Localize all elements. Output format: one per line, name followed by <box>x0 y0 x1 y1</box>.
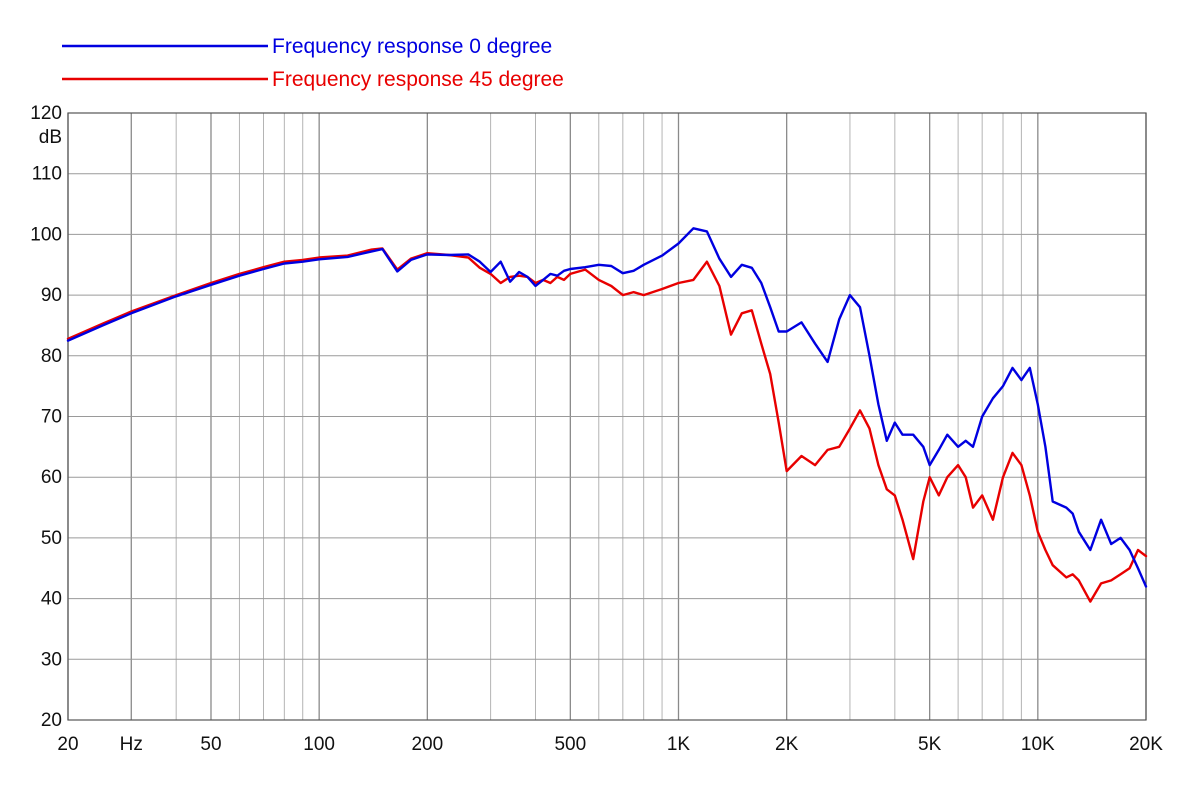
y-tick-label: 100 <box>30 224 62 245</box>
y-tick-label: 30 <box>41 649 62 670</box>
x-tick-label: 200 <box>411 734 443 755</box>
y-tick-label: 40 <box>41 589 62 610</box>
x-tick-label: 1K <box>667 734 691 755</box>
x-tick-label: 2K <box>775 734 799 755</box>
y-axis-unit-label: dB <box>39 127 62 148</box>
x-tick-label: 50 <box>200 734 221 755</box>
x-tick-label: 100 <box>303 734 335 755</box>
y-tick-label: 120 <box>30 103 62 124</box>
y-tick-label: 90 <box>41 285 62 306</box>
legend-label: Frequency response 0 degree <box>272 35 552 58</box>
series-lines <box>66 227 1148 603</box>
x-tick-label: 5K <box>918 734 942 755</box>
y-tick-label: 80 <box>41 346 62 367</box>
legend-label: Frequency response 45 degree <box>272 68 564 91</box>
x-tick-label: 20K <box>1129 734 1163 755</box>
y-tick-label: 110 <box>32 164 62 185</box>
series-line <box>66 227 1148 588</box>
x-tick-label: Hz <box>120 734 143 755</box>
y-tick-label: 20 <box>41 710 62 731</box>
tick-labels: 20 30 40 50 60 70 80 90 100 110 120 20 Hz 50 100 200 500… <box>30 103 1163 755</box>
x-tick-label: 20 <box>57 734 78 755</box>
legend: Frequency response 0 degree Frequency res… <box>62 35 564 91</box>
x-tick-label: 10K <box>1021 734 1055 755</box>
y-tick-label: 50 <box>41 528 62 549</box>
y-tick-label: 70 <box>41 407 62 428</box>
x-tick-label: 500 <box>554 734 586 755</box>
y-tick-label: 60 <box>41 467 62 488</box>
plot-area-frame <box>67 112 1147 721</box>
